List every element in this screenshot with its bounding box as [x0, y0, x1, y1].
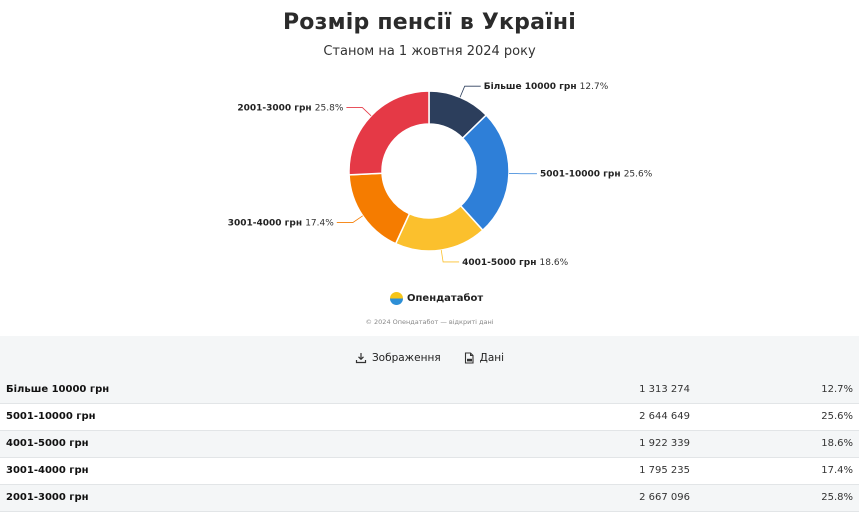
donut-slice-2001-3000-грн[interactable] [348, 90, 430, 176]
chart-subtitle: Станом на 1 жовтня 2024 року [323, 44, 536, 59]
brand-name: Опендатабот [407, 292, 484, 304]
row-count: 2 644 649 [639, 411, 690, 422]
download-data-button[interactable]: Дані [463, 352, 504, 364]
download-image-label: Зображення [371, 352, 441, 364]
row-category: 5001-10000 грн [6, 411, 96, 422]
csv-file-icon [464, 352, 474, 364]
row-percent: 12.7% [821, 383, 853, 395]
slice-label-value: 25.6% [624, 170, 653, 180]
row-percent: 25.6% [821, 411, 853, 422]
slice-label: 4001-5000 грн 18.6% [462, 258, 569, 268]
slice-label: 3001-4000 грн 17.4% [228, 219, 335, 229]
data-table: Більше 10000 грн 1 313 274 12.7% 5001-10… [0, 376, 859, 512]
slice-label-category: 5001-10000 грн [540, 170, 624, 180]
label-connector [336, 215, 363, 223]
row-count: 2 667 096 [639, 492, 690, 503]
slice-label-value: 18.6% [540, 258, 569, 268]
slice-label: 2001-3000 грн 25.8% [237, 104, 344, 114]
slice-label-value: 25.8% [315, 104, 344, 114]
slice-label-category: 3001-4000 грн [228, 219, 305, 229]
chart-card: Розмір пенсії в Україні Станом на 1 жовт… [227, 10, 653, 326]
data-panel: Зображення Дані Більше 10000 грн 1 313 2… [0, 336, 859, 512]
slice-label-category: Більше 10000 грн [484, 81, 580, 92]
row-category: 2001-3000 грн [6, 492, 89, 503]
slice-label-value: 17.4% [305, 219, 334, 229]
label-connector [440, 249, 460, 263]
actions-bar: Зображення Дані [0, 348, 859, 368]
slice-label-category: 2001-3000 грн [237, 104, 314, 114]
label-connector [346, 107, 372, 117]
slice-label-value: 12.7% [580, 82, 609, 92]
download-icon [355, 353, 367, 364]
brand: Опендатабот [390, 290, 483, 306]
row-count: 1 313 274 [639, 383, 690, 395]
row-percent: 17.4% [821, 465, 853, 476]
slice-label: Більше 10000 грн 12.7% [484, 81, 609, 92]
donut-chart: Більше 10000 грн 12.7% 5001-10000 грн 25.… [228, 81, 653, 268]
donut-slice-3001-4000-грн[interactable] [348, 172, 411, 245]
download-data-label: Дані [479, 352, 505, 364]
copyright: © 2024 Опендатабот — відкриті дані [365, 318, 494, 326]
row-count: 1 922 339 [639, 438, 690, 449]
row-count: 1 795 235 [639, 465, 690, 476]
row-category: 3001-4000 грн [6, 465, 89, 476]
row-category: Більше 10000 грн [6, 383, 110, 395]
table-row: 2001-3000 грн 2 667 096 25.8% [0, 484, 859, 511]
slice-label: 5001-10000 грн 25.6% [540, 170, 653, 180]
slice-label-category: 4001-5000 грн [462, 258, 539, 268]
download-image-button[interactable]: Зображення [355, 352, 441, 364]
row-category: 4001-5000 грн [6, 438, 89, 449]
table-row: 3001-4000 грн 1 795 235 17.4% [0, 457, 859, 484]
table-row: 5001-10000 грн 2 644 649 25.6% [0, 403, 859, 430]
label-connector [459, 85, 481, 98]
opendatabot-logo-icon [390, 291, 403, 305]
table-row: 4001-5000 грн 1 922 339 18.6% [0, 430, 859, 457]
row-percent: 25.8% [821, 492, 853, 503]
table-row: Більше 10000 грн 1 313 274 12.7% [0, 376, 859, 403]
chart-title: Розмір пенсії в Україні [282, 10, 576, 35]
row-percent: 18.6% [821, 438, 853, 449]
